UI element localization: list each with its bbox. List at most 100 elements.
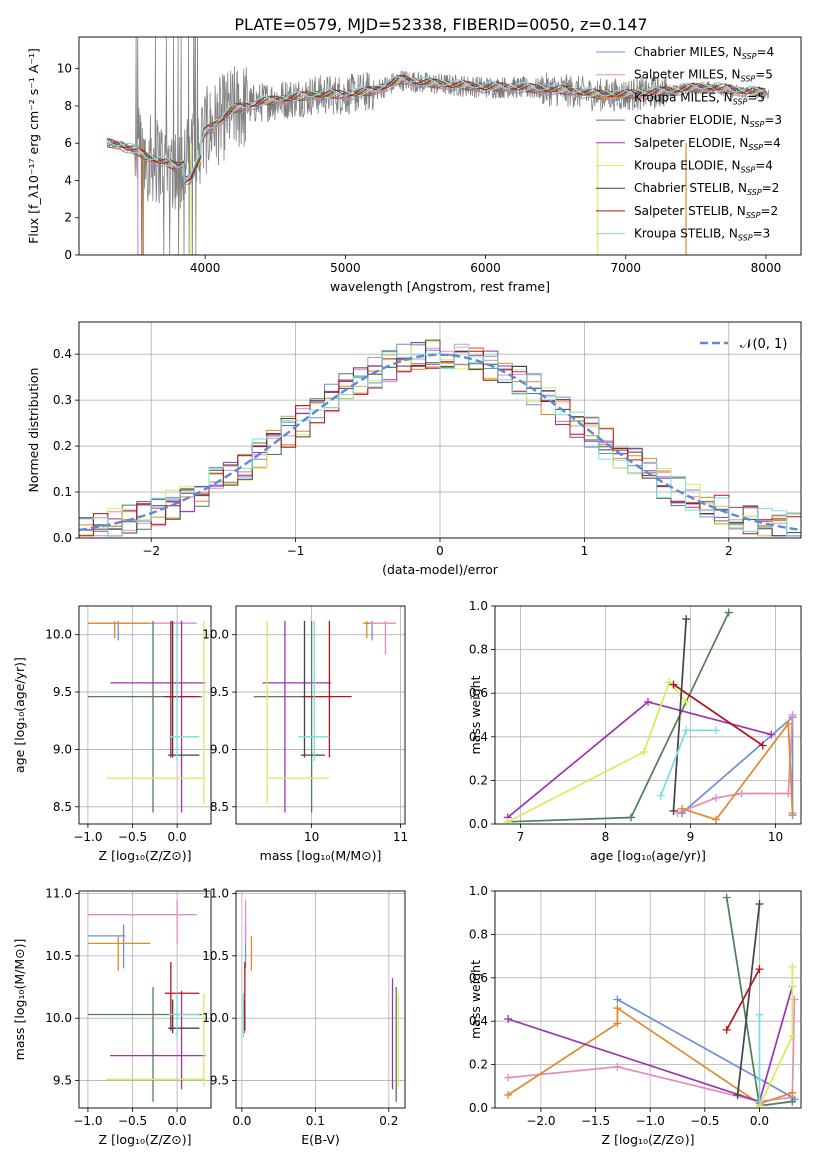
legend-label-gaussian: 𝒩(0, 1) — [740, 337, 787, 352]
weight-marker-kroupa-stelib — [682, 726, 691, 735]
weight-marker-chabrier-elodie — [788, 1097, 797, 1106]
weight-line-chabrier-stelib — [672, 619, 688, 811]
weight-marker-kroupa-elodie — [788, 982, 797, 991]
weight-marker-salpeter-stelib — [669, 680, 678, 689]
x-tick-label: −1.5 — [581, 1114, 610, 1128]
x-tick-label: −0.5 — [690, 1114, 719, 1128]
weight-marker-chabrier-stelib — [755, 900, 764, 909]
y-tick-label: 0.4 — [469, 730, 488, 744]
x-tick-label: 0.1 — [306, 1114, 325, 1128]
x-tick-label: −0.5 — [118, 830, 147, 844]
weight-marker-salpeter-stelib — [758, 741, 767, 750]
weight-marker-kroupa-elodie — [682, 697, 691, 706]
weight-line-salpeter-stelib — [673, 683, 764, 747]
x-axis-label: (data-model)/error — [382, 562, 499, 577]
weight-marker-kroupa-miles — [784, 719, 793, 728]
x-tick-label: 2 — [725, 544, 733, 558]
x-tick-label: 0.0 — [750, 1114, 769, 1128]
y-axis-label: Normed distribution — [26, 368, 41, 493]
x-tick-label: 8 — [602, 830, 610, 844]
weight-marker-salpeter-elodie — [504, 1015, 513, 1024]
legend-label-salpeter-stelib: Salpeter STELIB, NSSP=2 — [634, 204, 778, 220]
age_vs_Z-plot-area — [79, 606, 211, 824]
legend-label-chabrier-stelib: Chabrier STELIB, NSSP=2 — [634, 181, 779, 197]
x-axis-label: wavelength [Angstrom, rest frame] — [330, 279, 550, 294]
x-tick-label: −2 — [142, 544, 160, 558]
weight-marker-salpeter-miles — [712, 793, 720, 802]
weight-marker-chabrier-stelib — [669, 806, 678, 815]
weight-marker-chabrier-elodie — [722, 893, 731, 902]
y-tick-label: 0.2 — [469, 1058, 488, 1072]
weight-marker-kroupa-miles — [788, 1088, 797, 1097]
mass_vs_Z-frame — [78, 890, 212, 1109]
y-tick-label: 9.5 — [210, 685, 229, 699]
y-tick-label: 10.5 — [202, 949, 229, 963]
x-tick-label: 6000 — [470, 261, 501, 275]
weight-line-kroupa-elodie — [507, 680, 687, 823]
y-tick-label: 0.2 — [469, 773, 488, 787]
weight-marker-salpeter-elodie — [767, 730, 776, 739]
mass_vs_ebv-plot-area — [236, 891, 405, 1108]
y-tick-label: 1.0 — [469, 884, 488, 898]
x-axis-label: Z [log₁₀(Z/Z⊙)] — [99, 1132, 192, 1147]
y-tick-label: 0.0 — [469, 817, 488, 831]
weight-marker-kroupa-miles — [613, 1004, 622, 1013]
spectrum-plot-area — [106, 37, 769, 255]
legend-label-salpeter-elodie: Salpeter ELODIE, NSSP=4 — [634, 136, 781, 152]
y-tick-label: 1.0 — [469, 599, 488, 613]
weight-marker-kroupa-elodie — [639, 748, 648, 757]
x-axis-label: age [log₁₀(age/yr)] — [590, 848, 706, 863]
weight_vs_Z-frame — [494, 890, 802, 1109]
histogram-kroupa-stelib — [79, 346, 801, 537]
y-tick-label: 0 — [64, 248, 72, 262]
weight-line-chabrier-stelib — [736, 903, 761, 1096]
age_vs_Z-frame — [78, 605, 212, 825]
y-tick-label: 10.0 — [202, 628, 229, 642]
y-tick-label: 8.5 — [53, 800, 72, 814]
y-tick-label: 9.5 — [210, 1074, 229, 1088]
weight-marker-chabrier-elodie — [627, 813, 635, 822]
y-tick-label: 0.3 — [53, 393, 72, 407]
y-tick-label: 0.2 — [53, 439, 72, 453]
age_vs_mass-plot-area — [236, 606, 405, 824]
x-tick-label: 10 — [304, 830, 319, 844]
weight-line-chabrier-miles — [681, 715, 794, 816]
weight-marker-salpeter-miles — [788, 711, 797, 719]
y-tick-label: 8.5 — [210, 800, 229, 814]
weight-marker-chabrier-miles — [613, 995, 622, 1004]
y-tick-label: 11.0 — [45, 886, 72, 900]
weight-marker-kroupa-stelib — [712, 726, 720, 735]
y-tick-label: 0.0 — [469, 1101, 488, 1115]
figure-title: PLATE=0579, MJD=52338, FIBERID=0050, z=0… — [234, 15, 647, 34]
weight-marker-kroupa-stelib — [755, 1010, 764, 1019]
y-tick-label: 2 — [64, 211, 72, 225]
x-axis-label: mass [log₁₀(M/M⊙)] — [260, 848, 382, 863]
x-tick-label: −1 — [287, 544, 305, 558]
x-axis-label: Z [log₁₀(Z/Z⊙)] — [99, 848, 192, 863]
weight-marker-salpeter-miles — [737, 789, 746, 798]
x-tick-label: 8000 — [751, 261, 782, 275]
x-tick-label: 1 — [581, 544, 589, 558]
legend-label-salpeter-miles: Salpeter MILES, NSSP=5 — [634, 68, 773, 84]
weight-marker-kroupa-elodie — [665, 678, 674, 687]
y-tick-label: 0.0 — [53, 531, 72, 545]
y-tick-label: 4 — [64, 173, 72, 187]
weight-marker-kroupa-miles — [712, 815, 720, 824]
x-tick-label: −1.0 — [73, 1114, 102, 1128]
x-tick-label: −1.0 — [636, 1114, 665, 1128]
y-tick-label: 9.5 — [53, 685, 72, 699]
y-tick-label: 10.0 — [45, 628, 72, 642]
y-axis-label: age [log₁₀(age/yr)] — [12, 657, 27, 773]
weight_vs_age-plot-area — [495, 606, 801, 824]
weight-marker-kroupa-miles — [678, 804, 686, 813]
y-tick-label: 0.6 — [469, 971, 488, 985]
weight-marker-kroupa-elodie — [788, 1032, 797, 1041]
weight-line-kroupa-stelib — [660, 729, 716, 797]
residuals-plot-area — [79, 322, 801, 538]
weight-line-kroupa-elodie — [758, 967, 794, 1107]
x-tick-label: 11 — [393, 830, 408, 844]
y-tick-label: 10 — [57, 62, 72, 76]
gaussian-curve — [79, 353, 801, 532]
y-tick-label: 9.0 — [210, 742, 229, 756]
